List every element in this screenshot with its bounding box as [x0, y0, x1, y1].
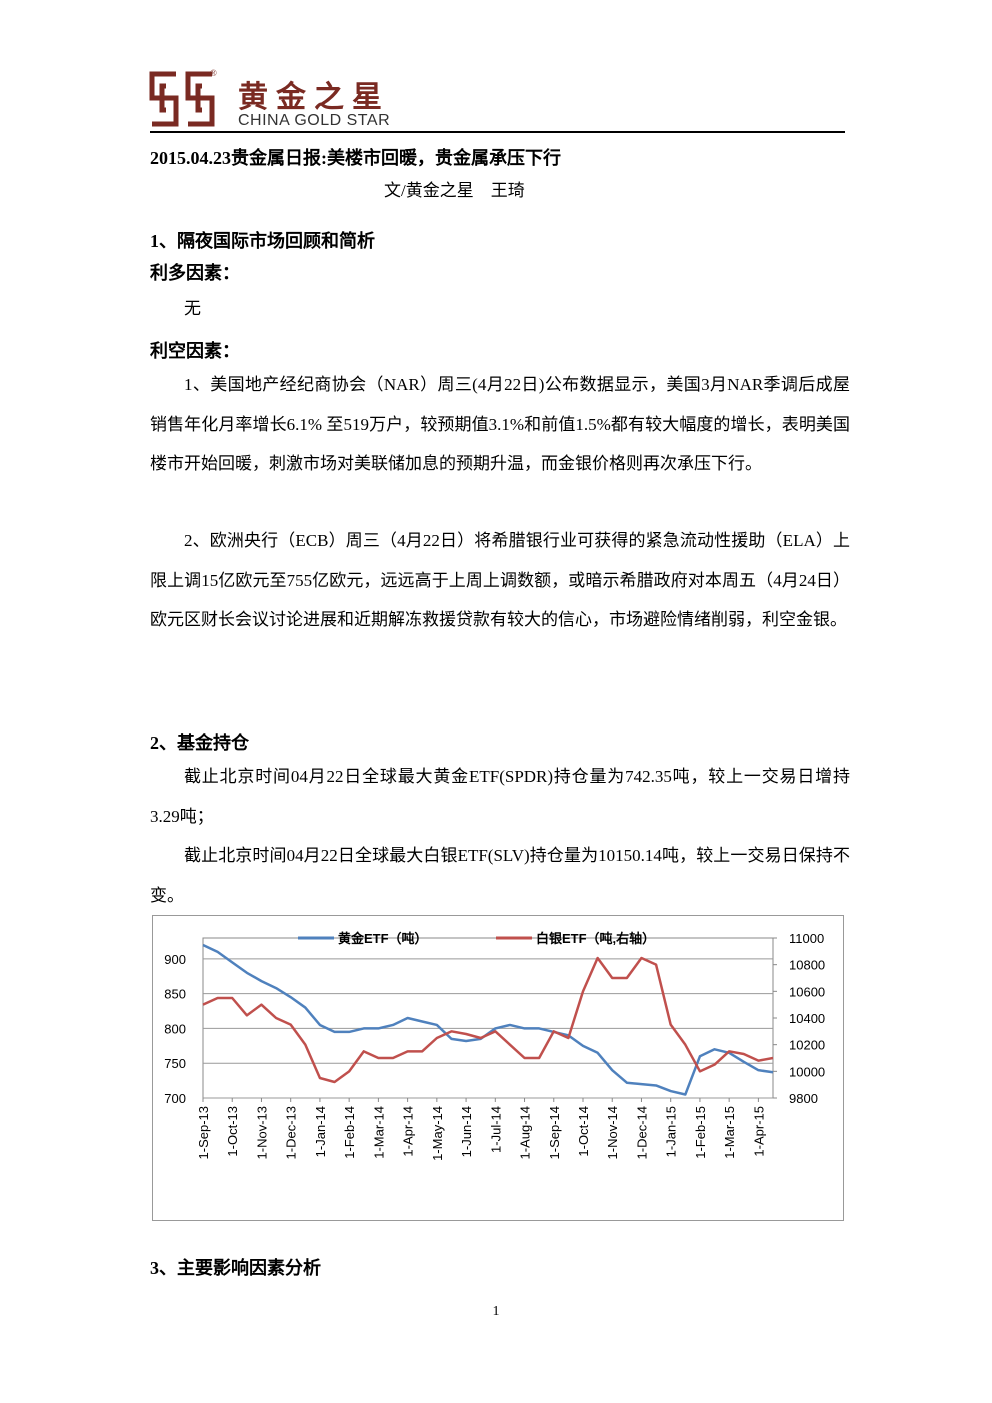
- chart: 700 750 800 850 900 9800 10000 10200 10400 10600 1…: [152, 915, 844, 1221]
- x-tick-label: 1-Jan-15: [664, 1106, 679, 1157]
- x-tick-label: 1-Apr-14: [401, 1106, 416, 1157]
- doc-title: 2015.04.23贵金属日报:美楼市回暖，贵金属承压下行: [150, 148, 561, 168]
- byline: 文/黄金之星 王琦: [384, 181, 525, 200]
- y2-tick-label: 10200: [789, 1038, 825, 1053]
- x-tick-label: 1-May-14: [430, 1106, 445, 1161]
- legend-label: 白银ETF（吨,右轴）: [536, 931, 655, 946]
- subsection-heading: 利空因素：: [150, 341, 240, 361]
- header-rule: [150, 131, 845, 133]
- y-tick-label: 750: [164, 1056, 186, 1071]
- page-number: 1: [492, 1304, 500, 1319]
- x-tick-label: 1-Jan-14: [313, 1106, 328, 1157]
- y2-tick-label: 9800: [789, 1091, 818, 1106]
- paragraph: 截止北京时间04月22日全球最大黄金ETF(SPDR)持仓量为742.35吨，较…: [150, 767, 850, 826]
- paragraph: 截止北京时间04月22日全球最大白银ETF(SLV)持仓量为10150.14吨，…: [150, 846, 850, 905]
- paragraph: 2、欧洲央行（ECB）周三（4月22日）将希腊银行业可获得的紧急流动性援助（EL…: [150, 531, 850, 629]
- x-tick-label: 1-Oct-14: [576, 1106, 591, 1157]
- section-heading: 2、基金持仓: [150, 733, 249, 753]
- y-tick-label: 850: [164, 987, 186, 1002]
- registered-mark: ®: [210, 68, 217, 78]
- y-tick-label: 900: [164, 952, 186, 967]
- y2-tick-label: 10600: [789, 984, 825, 999]
- x-tick-label: 1-Sep-14: [547, 1106, 562, 1159]
- x-tick-label: 1-Aug-14: [518, 1106, 533, 1159]
- subsection-heading: 利多因素：: [150, 263, 240, 283]
- x-tick-label: 1-Dec-13: [284, 1106, 299, 1159]
- data-line: [202, 956, 774, 1084]
- y2-tick-label: 11000: [789, 931, 824, 946]
- section-heading: 3、主要影响因素分析: [150, 1258, 321, 1278]
- x-tick-label: 1-Jul-14: [488, 1106, 503, 1153]
- logo-mark: [149, 71, 215, 127]
- x-tick-label: 1-Jun-14: [459, 1106, 474, 1157]
- legend-label: 黄金ETF（吨）: [338, 931, 428, 946]
- logo-text: 黄金之星: [238, 80, 390, 115]
- x-tick-label: 1-Oct-13: [225, 1106, 240, 1157]
- x-tick-label: 1-Mar-14: [371, 1106, 386, 1159]
- x-tick-label: 1-Apr-15: [751, 1106, 766, 1157]
- x-tick-label: 1-Dec-14: [634, 1106, 649, 1159]
- y2-tick-label: 10000: [789, 1064, 825, 1079]
- y-tick-label: 800: [164, 1021, 186, 1036]
- x-tick-label: 1-Mar-15: [722, 1106, 737, 1159]
- paragraph: 无: [184, 299, 201, 318]
- x-tick-label: 1-Feb-14: [342, 1106, 357, 1159]
- chart-frame: [152, 915, 844, 1221]
- paragraph: 1、美国地产经纪商协会（NAR）周三(4月22日)公布数据显示，美国3月NAR季…: [150, 375, 850, 473]
- x-tick-label: 1-Feb-15: [693, 1106, 708, 1159]
- y-tick-label: 700: [164, 1091, 186, 1106]
- x-tick-label: 1-Sep-13: [196, 1106, 211, 1159]
- x-tick-label: 1-Nov-13: [254, 1106, 269, 1159]
- section-heading: 1、隔夜国际市场回顾和简析: [150, 231, 375, 251]
- y2-tick-label: 10800: [789, 958, 825, 973]
- x-tick-label: 1-Nov-14: [605, 1106, 620, 1159]
- y2-tick-label: 10400: [789, 1011, 825, 1026]
- logo-english: CHINA GOLD STAR: [238, 112, 391, 129]
